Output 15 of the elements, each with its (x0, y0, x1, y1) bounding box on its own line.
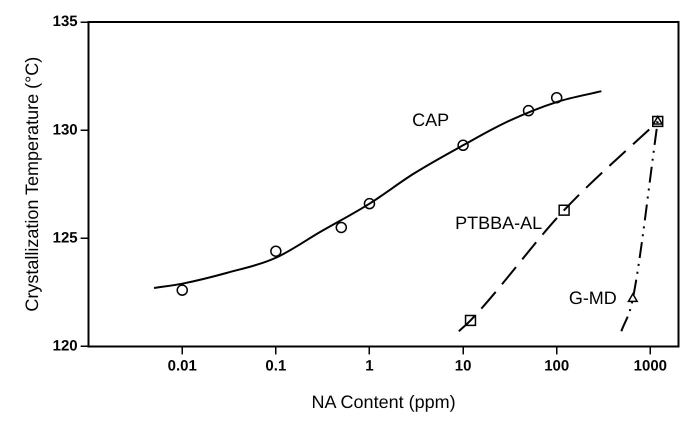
x-axis-title: NA Content (ppm) (312, 392, 456, 412)
series-label: PTBBA-AL (455, 213, 542, 234)
x-tick-label: 1000 (634, 358, 668, 375)
x-tick-label: 0.01 (168, 358, 197, 375)
x-tick-label: 0.1 (265, 358, 286, 375)
y-tick-label: 120 (52, 338, 78, 355)
x-tick-label: 10 (454, 358, 472, 375)
y-tick-label: 125 (52, 229, 78, 246)
x-tick-label: 1 (365, 358, 374, 375)
x-tick-label: 100 (544, 358, 570, 375)
y-axis-title: Crystallization Temperature (°C) (22, 56, 42, 312)
series-label: CAP (412, 110, 450, 130)
y-tick-label: 135 (52, 13, 78, 30)
y-tick-label: 130 (52, 121, 78, 138)
series-label: G-MD (568, 288, 617, 308)
